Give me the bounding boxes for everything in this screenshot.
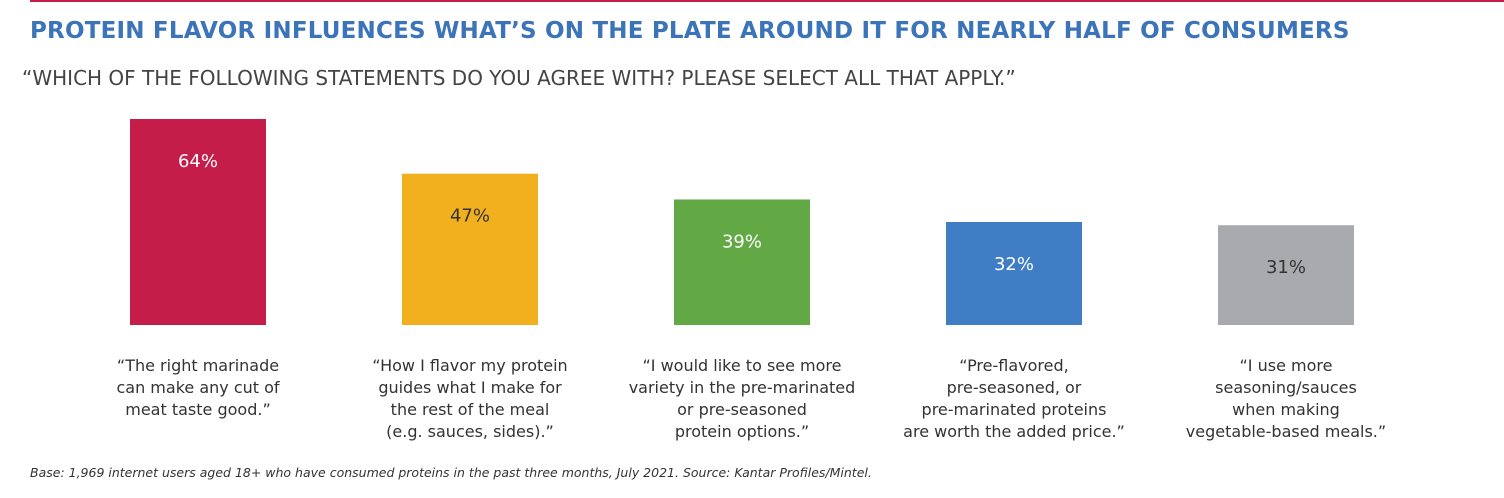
chart-subtitle: “WHICH OF THE FOLLOWING STATEMENTS DO YO… <box>22 66 1016 90</box>
category-label-2: “How I flavor my protein guides what I ma… <box>372 356 567 441</box>
bar-value-label-2: 47% <box>450 206 490 227</box>
top-accent-rule <box>30 0 1504 2</box>
chart-title: PROTEIN FLAVOR INFLUENCES WHAT’S ON THE … <box>30 18 1350 44</box>
bar-value-label-5: 31% <box>1266 257 1306 278</box>
bar-4 <box>946 222 1082 325</box>
bar-value-label-4: 32% <box>994 254 1034 275</box>
category-label-5: “I use more seasoning/sauces when making ve… <box>1186 356 1386 441</box>
bar-1 <box>130 119 266 325</box>
category-label-1: “The right marinade can make any cut of me… <box>116 356 279 419</box>
bar-value-label-3: 39% <box>722 231 762 252</box>
bar-value-label-1: 64% <box>178 151 218 172</box>
bar-3 <box>674 199 810 325</box>
category-label-4: “Pre-flavored, pre-seasoned, or pre-marina… <box>903 356 1125 441</box>
category-label-3: “I would like to see more variety in the … <box>629 356 856 441</box>
bar-5 <box>1218 225 1354 325</box>
bar-2 <box>402 173 538 325</box>
footnote: Base: 1,969 internet users aged 18+ who … <box>30 465 872 480</box>
